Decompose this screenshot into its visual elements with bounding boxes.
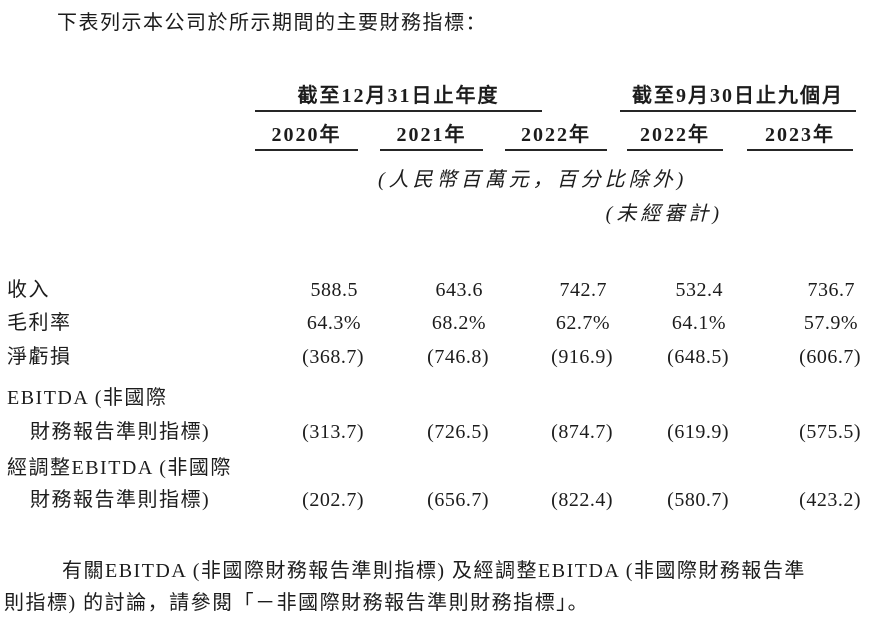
year-rule-2020: [255, 149, 358, 151]
year-rule-2023: [747, 149, 853, 151]
year-header-2022-annual: 2022年: [521, 124, 591, 146]
year-rule-2022-annual: [505, 149, 607, 151]
year-header-2023: 2023年: [765, 124, 835, 146]
group-rule-annual: [255, 110, 542, 112]
table-value: 532.4: [675, 279, 723, 301]
table-value: (656.7): [427, 489, 489, 511]
table-value: (313.7): [302, 421, 364, 443]
footer-paragraph-line1: 有關EBITDA (非國際財務報告準則指標) 及經調整EBITDA (非國際財務…: [62, 560, 806, 582]
row-label-revenue: 收入: [7, 279, 50, 301]
table-value: (619.9): [667, 421, 729, 443]
row-label-net-loss: 淨虧損: [7, 346, 72, 368]
unit-note: (人民幣百萬元，百分比除外): [378, 169, 688, 191]
row-label-adjusted-ebitda-line2: 財務報告準則指標): [30, 489, 211, 511]
row-label-ebitda-line1: EBITDA (非國際: [7, 387, 168, 409]
table-value: (202.7): [302, 489, 364, 511]
footer-paragraph-line2: 則指標) 的討論，請參閱「－非國際財務報告準則財務指標」。: [4, 592, 590, 614]
row-label-ebitda-line2: 財務報告準則指標): [30, 421, 211, 443]
table-value: (916.9): [551, 346, 613, 368]
table-value: 64.3%: [306, 312, 361, 334]
intro-paragraph: 下表列示本公司於所示期間的主要財務指標：: [57, 12, 487, 34]
table-value: 68.2%: [431, 312, 486, 334]
table-value: (822.4): [551, 489, 613, 511]
group-rule-interim: [620, 110, 856, 112]
table-value: (726.5): [427, 421, 489, 443]
table-value: (575.5): [799, 421, 861, 443]
table-value: 736.7: [807, 279, 855, 301]
table-value: (423.2): [799, 489, 861, 511]
table-value: (746.8): [427, 346, 489, 368]
table-value: 57.9%: [803, 312, 858, 334]
year-rule-2022-interim: [627, 149, 723, 151]
unaudited-note: (未經審計): [605, 203, 723, 225]
year-header-2021: 2021年: [396, 124, 467, 146]
table-value: 643.6: [435, 279, 483, 301]
year-header-2020: 2020年: [271, 124, 342, 146]
table-value: (874.7): [551, 421, 613, 443]
table-value: 742.7: [559, 279, 607, 301]
table-value: 62.7%: [555, 312, 610, 334]
table-value: (606.7): [799, 346, 861, 368]
table-value: 64.1%: [671, 312, 726, 334]
table-value: (580.7): [667, 489, 729, 511]
year-header-2022-interim: 2022年: [640, 124, 710, 146]
row-label-adjusted-ebitda-line1: 經調整EBITDA (非國際: [7, 457, 232, 479]
year-rule-2021: [380, 149, 483, 151]
column-group-interim-label: 截至9月30日止九個月: [632, 85, 844, 107]
row-label-gross-margin: 毛利率: [7, 312, 72, 334]
column-group-annual-label: 截至12月31日止年度: [297, 85, 500, 107]
table-value: (648.5): [667, 346, 729, 368]
table-value: 588.5: [310, 279, 358, 301]
table-value: (368.7): [302, 346, 364, 368]
